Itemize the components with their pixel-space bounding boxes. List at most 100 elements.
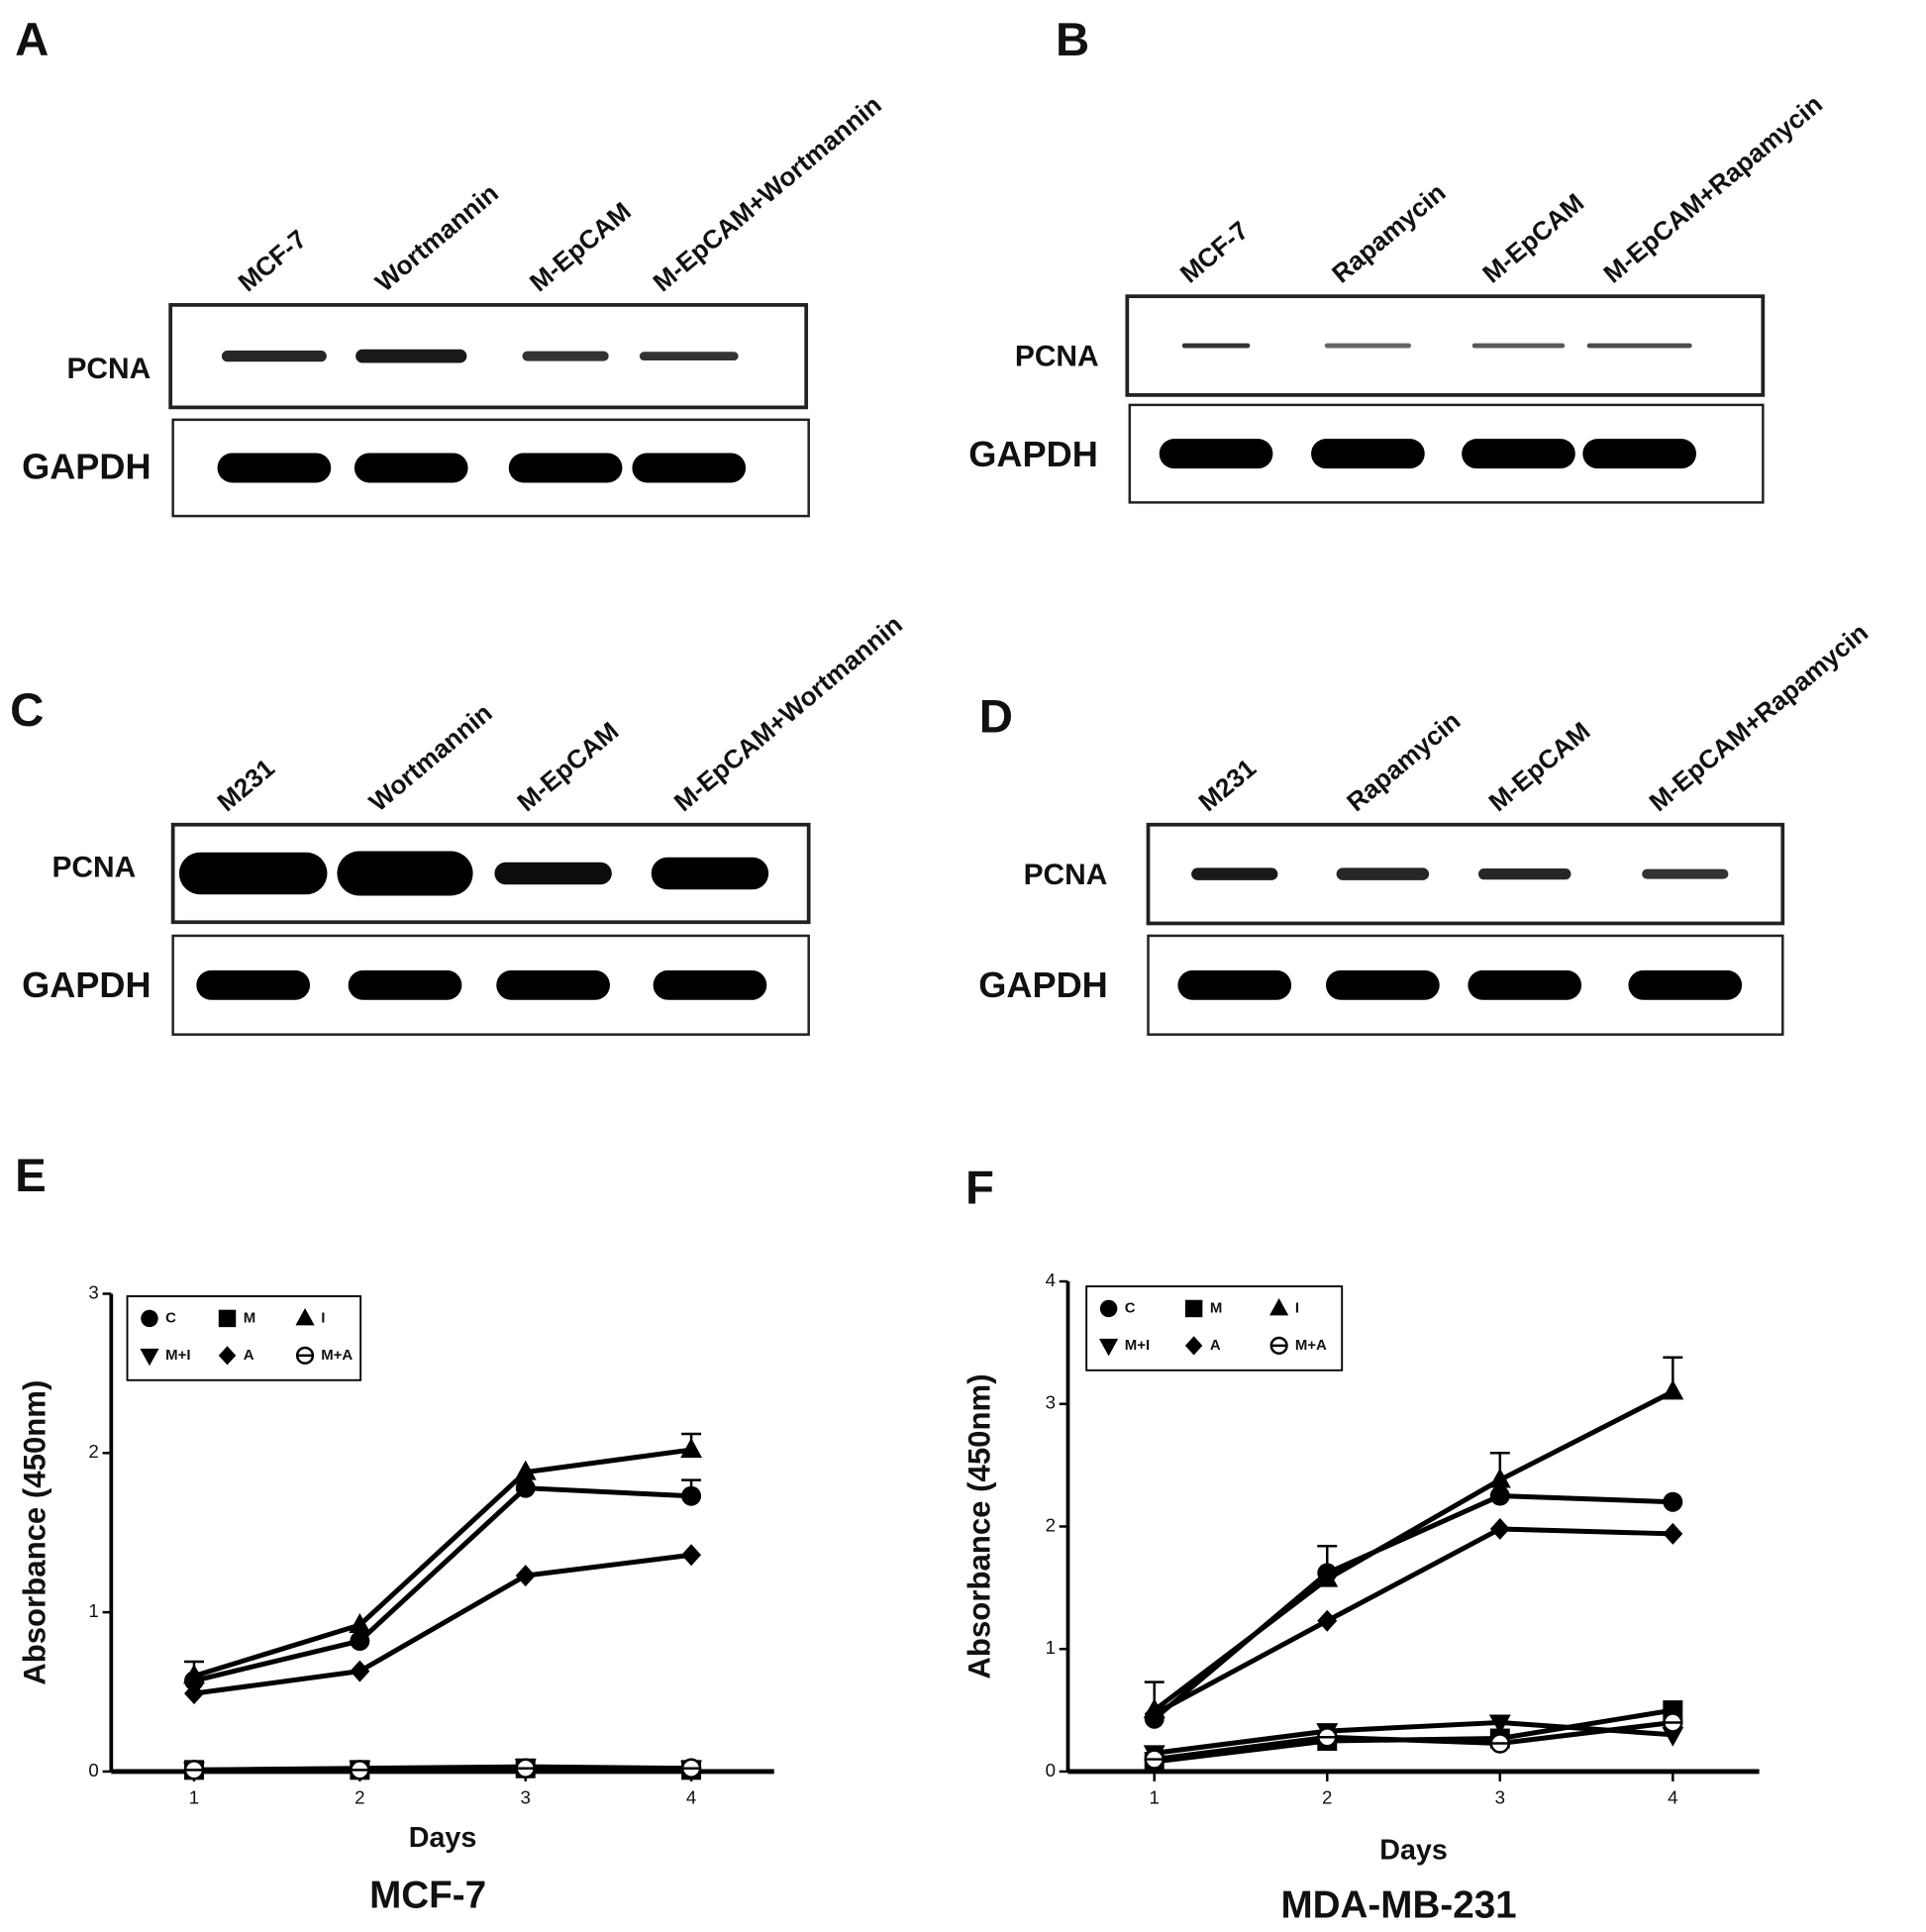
band [354,453,468,483]
y-tick-label: 0 [1046,1760,1056,1780]
row-label: PCNA [66,353,151,385]
band [522,351,609,361]
point [350,1631,370,1652]
y-tick-label: 2 [88,1441,98,1462]
band [1628,969,1743,1000]
band [1177,969,1292,1000]
panel-label: C [10,684,44,737]
point [1317,1727,1338,1748]
point [350,1760,370,1780]
legend-marker [295,1346,315,1365]
band [1462,439,1575,469]
band [1468,969,1582,1000]
point [1489,1733,1511,1754]
band [1326,969,1440,1000]
point [515,1477,536,1498]
series-line [193,1447,692,1678]
lane-label: M-EpCAM+Rapamycin [1644,617,1874,817]
band [1191,867,1278,880]
legend-box [1085,1285,1344,1372]
band [508,453,623,483]
series-line [1154,1719,1673,1763]
lane-label: Wortmannin [363,697,498,817]
row-label: GAPDH [22,446,152,486]
series-line [1153,1526,1673,1716]
y-tick-label: 1 [88,1600,98,1621]
x-tick-label: 2 [355,1786,364,1807]
point [514,1460,537,1480]
panel-label: B [1056,14,1089,66]
legend-marker [140,1348,159,1367]
band [1181,343,1251,349]
lane-label: M-EpCAM+Wortmannin [668,609,908,817]
row-label: PCNA [1015,340,1099,372]
series-line [193,1766,692,1773]
y-tick-label: 2 [1046,1514,1056,1535]
row-label: PCNA [1024,859,1108,891]
row-label: PCNA [51,852,136,884]
point [350,1660,370,1682]
row-label: GAPDH [978,965,1108,1005]
band [1159,439,1273,469]
chart-title: MCF-7 [369,1874,486,1916]
point [681,1485,702,1506]
legend-label: A [244,1347,254,1364]
band [1336,867,1430,880]
legend-marker [218,1346,237,1366]
point [183,1664,205,1684]
x-tick-label: 1 [189,1786,199,1807]
row-label: GAPDH [22,965,152,1005]
legend-label: C [165,1309,176,1326]
band [1586,343,1692,349]
band [496,969,610,1000]
x-tick-label: 3 [521,1786,531,1807]
legend-marker [1099,1299,1118,1318]
legend-marker [295,1307,315,1326]
band [1582,439,1697,469]
panel-label: E [15,1150,47,1202]
panel-label: D [979,690,1013,743]
point [1317,1609,1338,1632]
point [1663,1522,1683,1545]
series-line [1154,1719,1673,1756]
lane-label: M231 [212,753,280,817]
y-axis-label: Absorbance (450nm) [962,1373,996,1678]
row-label: GAPDH [968,434,1098,474]
point [515,1758,536,1779]
legend-label: M [244,1309,255,1326]
series-line [1154,1707,1673,1765]
chart-title: MDA-MB-231 [1280,1883,1516,1926]
point [1316,1567,1339,1587]
point [1663,1712,1683,1733]
point [680,1758,702,1779]
band [1471,343,1566,349]
point [1663,1491,1683,1512]
y-axis-label: Absorbance (450nm) [18,1380,52,1685]
panel-label: A [15,14,49,66]
point [680,1438,703,1459]
point [1662,1379,1684,1400]
legend-marker [141,1309,158,1328]
point [184,1682,204,1705]
x-tick-label: 1 [1150,1786,1160,1807]
point [1144,1749,1165,1770]
point [183,1760,205,1780]
legend-marker [1184,1336,1203,1356]
legend-marker [1184,1299,1203,1318]
lane-label: Wortmannin [369,178,504,298]
band [1477,868,1571,880]
band [651,857,769,890]
legend-marker [1269,1336,1288,1355]
lane-label: M231 [1193,753,1262,817]
point [515,1565,536,1587]
point [349,1613,371,1633]
band [653,969,767,1000]
point [1488,1468,1511,1488]
x-tick-label: 2 [1322,1786,1332,1807]
lane-label: M-EpCAM [1476,187,1589,288]
legend-label: I [1295,1299,1299,1316]
legend-label: M+A [321,1347,353,1364]
point [1489,1485,1510,1506]
lane-label: M-EpCAM [1483,716,1596,817]
